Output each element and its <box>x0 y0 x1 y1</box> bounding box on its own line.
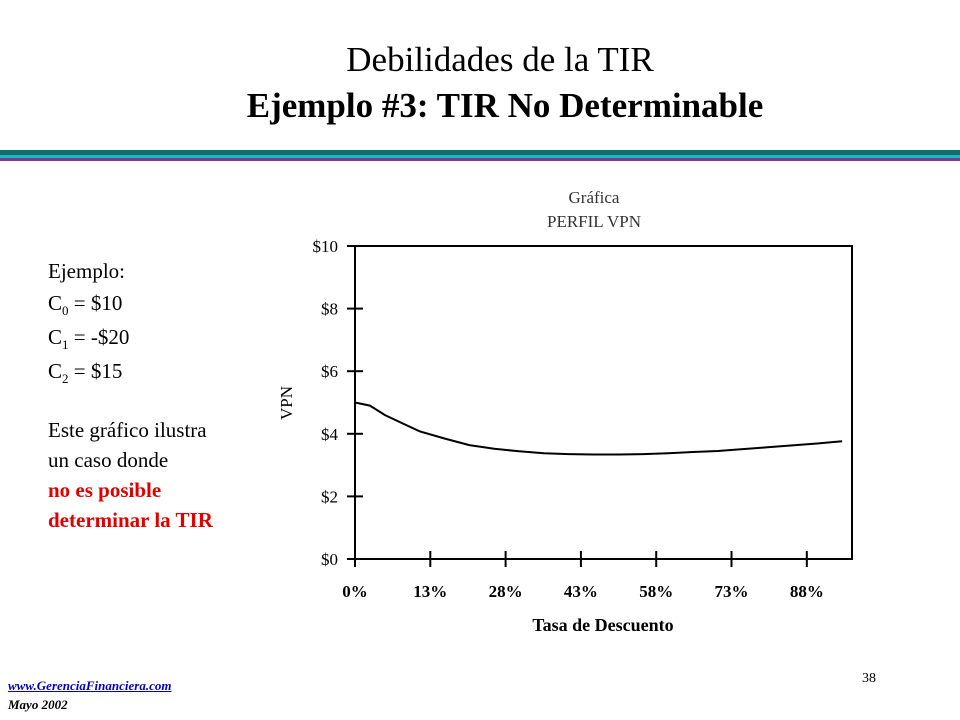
description-line-2: un caso donde <box>48 448 169 472</box>
rule-purple <box>0 158 960 161</box>
rule-cyan <box>0 155 960 158</box>
page-number: 38 <box>862 671 876 686</box>
y-tick-label: $6 <box>321 362 338 381</box>
x-tick-label: 13% <box>413 582 447 601</box>
highlight-line-2: determinar la TIR <box>48 508 213 532</box>
slide-subtitle: Ejemplo #3: TIR No Determinable <box>246 86 764 125</box>
y-tick-label: $8 <box>321 300 338 319</box>
x-tick-label: 88% <box>790 582 824 601</box>
chart-title: Gráfica <box>569 188 620 207</box>
cashflow-c2: C2 = $15 <box>48 359 123 387</box>
cashflow-c0: C0 = $10 <box>48 291 123 319</box>
rule-teal <box>0 150 960 155</box>
x-axis-label: Tasa de Descuento <box>532 615 673 635</box>
npv-series-line <box>354 401 843 456</box>
description-line-1: Este gráfico ilustra <box>48 418 207 442</box>
y-axis-label: VPN <box>277 386 296 420</box>
highlight-line-1: no es posible <box>48 478 162 502</box>
x-tick-label: 43% <box>564 582 598 601</box>
x-tick-label: 28% <box>489 582 523 601</box>
y-tick-label: $4 <box>321 425 339 444</box>
footer-date: Mayo 2002 <box>8 697 68 712</box>
x-tick-label: 0% <box>342 582 368 601</box>
x-tick-label: 58% <box>639 582 673 601</box>
x-tick-label: 73% <box>715 582 749 601</box>
y-tick-label: $0 <box>321 550 338 569</box>
plot-area <box>354 245 853 560</box>
y-tick-label: $10 <box>313 237 339 256</box>
footer-link[interactable]: www.GerenciaFinanciera.com <box>8 678 172 693</box>
cashflow-c1: C1 = -$20 <box>48 325 130 353</box>
chart-subtitle: PERFIL VPN <box>547 212 641 231</box>
y-tick-label: $2 <box>321 487 338 506</box>
slide-title: Debilidades de la TIR <box>346 40 654 79</box>
example-label: Ejemplo: <box>48 259 125 283</box>
